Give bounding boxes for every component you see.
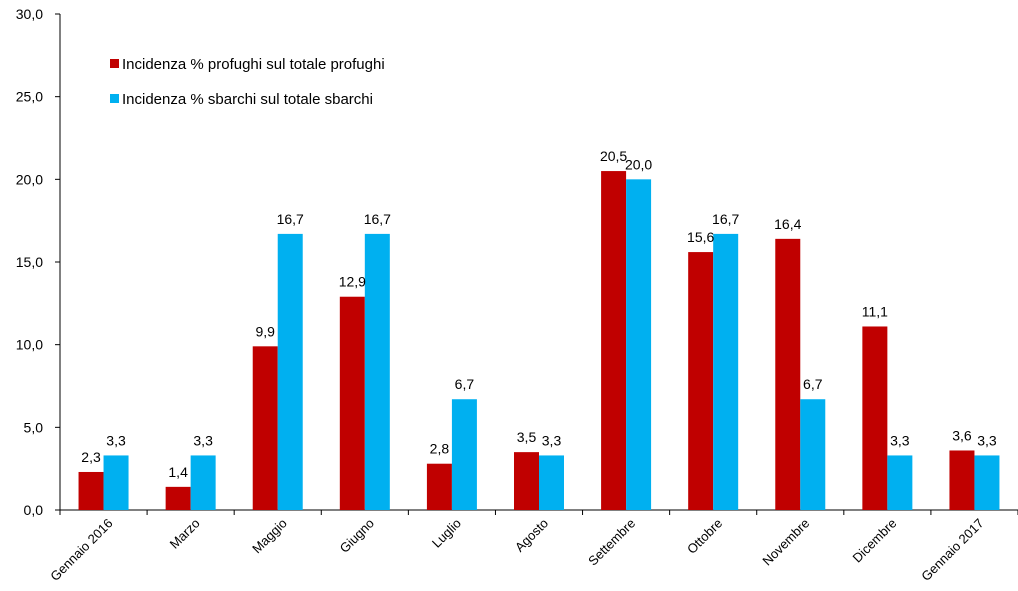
data-label-sbarchi: 16,7 [277,211,304,227]
data-label-profughi: 15,6 [687,229,714,245]
legend-label-profughi: Incidenza % profughi sul totale profughi [122,56,385,73]
bar-profughi [688,252,714,510]
data-label-sbarchi: 3,3 [890,432,910,448]
x-tick-label: Dicembre [850,516,900,566]
y-tick-label: 0,0 [24,502,44,518]
chart-bars [78,171,1000,511]
data-label-profughi: 12,9 [339,274,366,290]
y-tick-label: 15,0 [16,254,43,270]
bar-profughi [862,326,888,510]
data-label-profughi: 2,8 [430,441,450,457]
data-label-sbarchi: 6,7 [455,376,475,392]
x-tick-label: Novembre [759,516,812,569]
bar-profughi [514,452,539,510]
bar-sbarchi [103,455,129,510]
chart-data-labels: 2,3 1,4 9,9 12,9 2,8 3,5 20,5 15,6 16,4 11,1 3,6 3,… [81,148,997,480]
x-tick-label: Gennaio 2016 [47,516,115,584]
bar-sbarchi [364,233,390,511]
legend-swatch-sbarchi [110,94,119,103]
bar-sbarchi [713,233,739,511]
chart-legend: Incidenza % profughi sul totale profughi… [110,56,385,108]
y-tick-label: 20,0 [16,171,43,187]
x-tick-label: Agosto [512,516,551,555]
data-label-sbarchi: 20,0 [625,156,652,172]
data-label-profughi: 11,1 [862,303,888,319]
data-label-sbarchi: 3,3 [193,432,213,448]
bar-profughi [601,171,627,511]
x-tick-label: Gennaio 2017 [918,516,986,584]
data-label-sbarchi: 3,3 [106,432,126,448]
y-tick-label: 5,0 [24,419,44,435]
bar-sbarchi [974,455,1000,510]
x-tick-label: Ottobre [684,516,725,557]
legend-swatch-profughi [110,59,119,68]
bar-profughi [775,238,801,510]
bar-sbarchi [451,399,477,510]
data-label-sbarchi: 16,7 [712,211,739,227]
y-tick-label: 25,0 [16,89,43,105]
data-label-profughi: 3,6 [952,427,972,443]
data-label-sbarchi: 3,3 [977,432,997,448]
bar-profughi [165,486,191,510]
bar-profughi [252,346,278,510]
data-label-profughi: 2,3 [81,449,101,465]
data-label-sbarchi: 16,7 [364,211,391,227]
bar-profughi [426,463,452,510]
x-tick-label: Settembre [585,516,638,569]
bar-sbarchi [800,399,826,510]
bar-profughi [339,296,365,510]
data-label-profughi: 1,4 [168,464,188,480]
x-tick-label: Giugno [337,516,377,556]
bar-sbarchi [626,179,652,511]
data-label-profughi: 9,9 [255,323,275,339]
data-label-profughi: 16,4 [774,216,801,232]
x-tick-label: Marzo [167,516,203,552]
bar-sbarchi [190,455,216,510]
x-tick-label: Maggio [249,516,290,557]
data-label-profughi: 3,5 [517,429,537,445]
bar-profughi [949,450,975,510]
x-tick-label: Luglio [429,516,464,551]
y-tick-label: 30,0 [16,6,43,22]
legend-label-sbarchi: Incidenza % sbarchi sul totale sbarchi [122,91,373,108]
y-tick-label: 10,0 [16,337,43,353]
data-label-sbarchi: 6,7 [803,376,823,392]
data-label-profughi: 20,5 [600,148,627,164]
bar-sbarchi [277,233,303,511]
bar-sbarchi [539,455,564,510]
bar-sbarchi [887,455,913,510]
data-label-sbarchi: 3,3 [542,432,562,448]
bar-profughi [78,471,104,510]
